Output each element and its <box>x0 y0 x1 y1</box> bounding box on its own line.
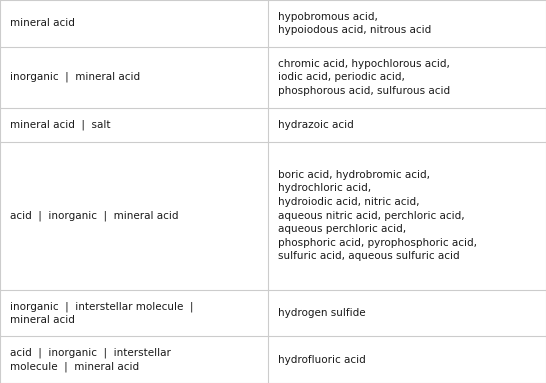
Text: chromic acid, hypochlorous acid,
iodic acid, periodic acid,
phosphorous acid, su: chromic acid, hypochlorous acid, iodic a… <box>278 59 450 96</box>
Text: boric acid, hydrobromic acid,
hydrochloric acid,
hydroiodic acid, nitric acid,
a: boric acid, hydrobromic acid, hydrochlor… <box>278 170 477 262</box>
Text: acid  |  inorganic  |  interstellar
molecule  |  mineral acid: acid | inorganic | interstellar molecule… <box>10 347 171 372</box>
Text: hydrazoic acid: hydrazoic acid <box>278 119 354 129</box>
Text: hydrogen sulfide: hydrogen sulfide <box>278 308 366 318</box>
Text: inorganic  |  mineral acid: inorganic | mineral acid <box>10 72 140 82</box>
Text: inorganic  |  interstellar molecule  |
mineral acid: inorganic | interstellar molecule | mine… <box>10 301 193 325</box>
Text: mineral acid: mineral acid <box>10 18 75 28</box>
Text: hydrofluoric acid: hydrofluoric acid <box>278 355 366 365</box>
Text: mineral acid  |  salt: mineral acid | salt <box>10 119 110 130</box>
Text: acid  |  inorganic  |  mineral acid: acid | inorganic | mineral acid <box>10 210 179 221</box>
Text: hypobromous acid,
hypoiodous acid, nitrous acid: hypobromous acid, hypoiodous acid, nitro… <box>278 11 431 35</box>
